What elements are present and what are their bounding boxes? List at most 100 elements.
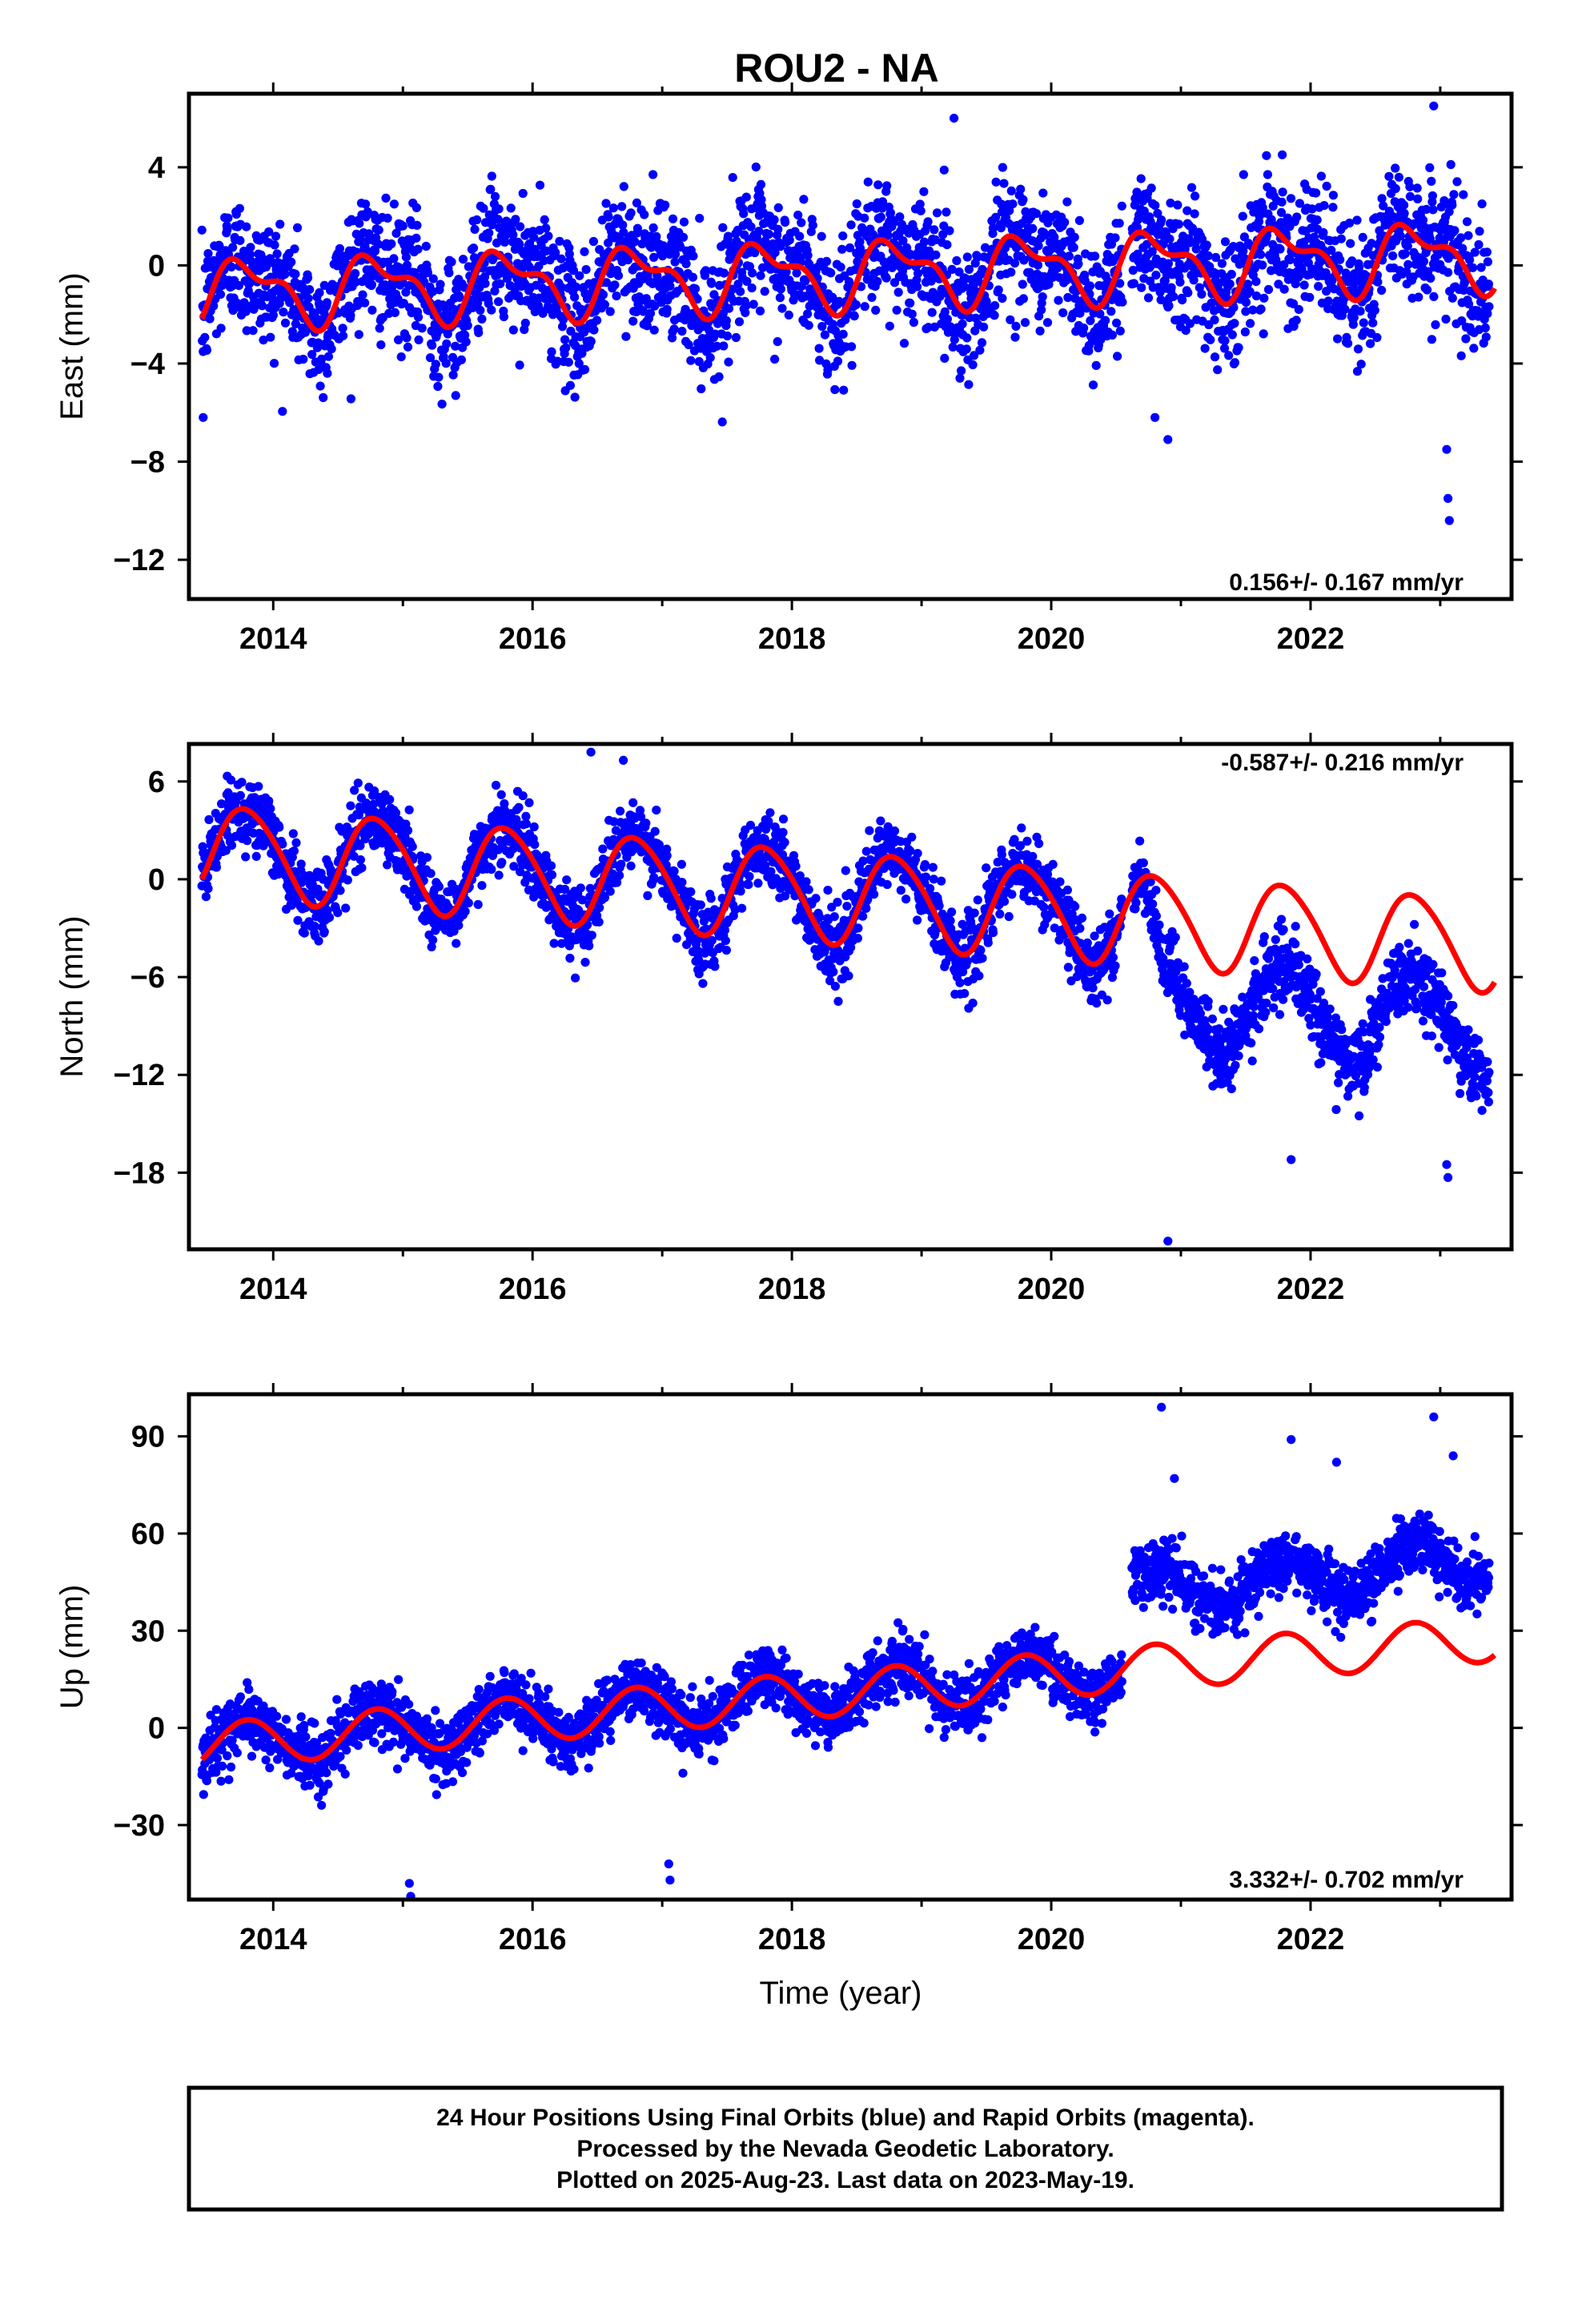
obs-point	[264, 796, 274, 806]
obs-point	[623, 255, 633, 265]
obs-point	[499, 312, 509, 322]
obs-point	[1202, 240, 1211, 250]
obs-point	[654, 840, 665, 850]
obs-point	[1230, 358, 1239, 368]
obs-point	[383, 213, 392, 223]
obs-point	[694, 955, 704, 965]
obs-point	[1384, 171, 1394, 181]
obs-point	[1219, 344, 1230, 353]
obs-point	[1143, 293, 1154, 303]
obs-point	[370, 807, 380, 817]
obs-point	[641, 818, 651, 828]
obs-point	[584, 941, 594, 951]
obs-point	[756, 179, 766, 189]
obs-point	[764, 817, 773, 826]
obs-point	[907, 309, 917, 319]
obs-point	[1074, 259, 1083, 269]
obs-point	[662, 850, 672, 860]
obs-point	[1461, 334, 1471, 344]
obs-point	[1446, 159, 1456, 170]
obs-point	[492, 238, 502, 247]
obs-point	[820, 330, 829, 340]
obs-point	[1482, 247, 1492, 257]
obs-point	[289, 846, 299, 856]
obs-point	[1225, 279, 1235, 289]
obs-point	[434, 372, 444, 382]
obs-point	[1117, 201, 1126, 211]
obs-point	[426, 869, 436, 879]
obs-point	[1484, 279, 1493, 289]
obs-point	[829, 912, 839, 922]
obs-point	[860, 302, 869, 312]
obs-point	[1025, 267, 1034, 277]
obs-point	[272, 249, 282, 259]
obs-point	[930, 225, 939, 235]
obs-point	[1133, 249, 1142, 259]
obs-point	[1294, 304, 1303, 314]
obs-point	[838, 329, 848, 339]
obs-point	[745, 820, 756, 830]
obs-point	[515, 360, 524, 370]
obs-point	[601, 278, 612, 287]
obs-point	[1403, 241, 1412, 251]
obs-point	[367, 279, 376, 289]
obs-point	[1164, 301, 1174, 311]
obs-point	[701, 266, 711, 275]
obs-point	[335, 243, 344, 254]
obs-point	[931, 250, 941, 259]
obs-point	[1412, 183, 1422, 193]
obs-point	[1088, 380, 1098, 390]
obs-point	[243, 286, 253, 296]
obs-point	[889, 218, 899, 227]
obs-point	[357, 863, 367, 873]
obs-point	[595, 903, 604, 912]
obs-point	[351, 277, 360, 287]
obs-point	[448, 370, 458, 380]
obs-point	[303, 294, 313, 304]
obs-point	[797, 218, 806, 227]
obs-point	[739, 209, 749, 219]
obs-point	[468, 243, 479, 253]
obs-point	[1307, 204, 1317, 214]
obs-point	[460, 907, 470, 916]
obs-point	[730, 905, 740, 915]
obs-point	[1327, 245, 1336, 255]
obs-point	[496, 279, 505, 288]
obs-point	[544, 231, 553, 241]
x-tick-label: 2020	[1018, 622, 1086, 656]
obs-point	[954, 267, 964, 277]
obs-point	[968, 999, 978, 1008]
obs-point	[652, 231, 661, 241]
obs-point	[1063, 292, 1073, 303]
obs-point	[1241, 307, 1251, 316]
obs-point	[837, 244, 847, 254]
obs-point	[576, 883, 585, 893]
obs-point	[434, 882, 444, 891]
obs-point	[580, 364, 590, 375]
obs-point	[869, 890, 879, 899]
obs-point	[838, 231, 848, 241]
obs-point	[913, 268, 923, 278]
obs-point	[353, 778, 363, 788]
obs-point	[585, 883, 595, 893]
obs-point	[1336, 234, 1346, 243]
obs-point	[1328, 203, 1338, 212]
obs-point	[223, 225, 232, 235]
obs-point	[355, 235, 365, 245]
obs-point	[1060, 218, 1070, 227]
obs-point	[609, 817, 619, 826]
obs-point	[778, 814, 789, 824]
obs-point	[500, 231, 511, 240]
obs-point	[1115, 279, 1125, 288]
obs-point	[234, 281, 243, 291]
obs-point	[642, 321, 652, 331]
obs-point	[882, 879, 892, 890]
obs-point	[909, 317, 918, 328]
obs-point	[919, 187, 929, 196]
obs-point	[932, 208, 942, 218]
obs-point	[1405, 191, 1415, 201]
obs-point	[451, 341, 460, 351]
obs-point	[577, 348, 587, 358]
obs-point	[338, 324, 347, 333]
obs-point	[608, 203, 618, 213]
